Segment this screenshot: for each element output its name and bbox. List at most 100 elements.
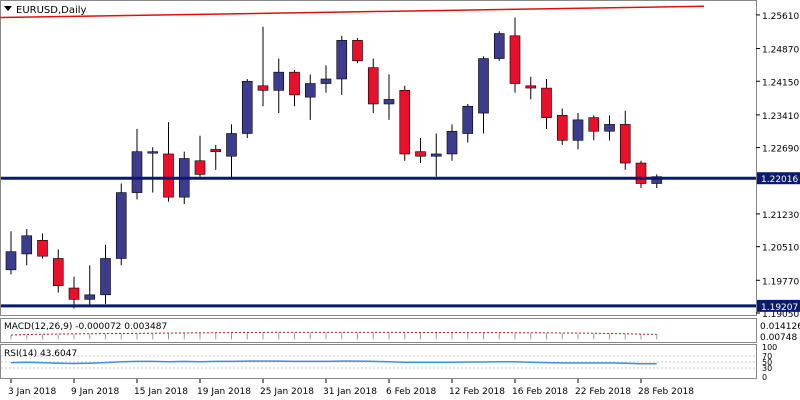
candle: [415, 138, 426, 164]
rsi-label: RSI(14) 43.6047: [4, 349, 77, 359]
candle-body: [352, 40, 363, 62]
candle-body: [383, 99, 395, 105]
candle-body: [619, 124, 631, 164]
date-tick-label: 12 Feb 2018: [449, 387, 505, 397]
candle: [37, 233, 48, 259]
candle: [257, 26, 269, 107]
candle-body: [446, 130, 458, 155]
candle-body: [100, 258, 111, 296]
symbol-header: EURUSD,Daily: [4, 5, 87, 16]
rsi-line: [10, 360, 657, 365]
candle: [100, 244, 111, 304]
candle: [572, 113, 584, 150]
level-badge: [757, 299, 800, 312]
candle: [5, 231, 17, 275]
candle-body: [147, 151, 159, 154]
candle-body: [194, 160, 206, 175]
macd-scale-top: 0.014126: [760, 322, 800, 332]
candle: [604, 115, 615, 141]
candle-body: [651, 176, 663, 184]
candle: [383, 74, 395, 120]
candle-body: [226, 133, 237, 157]
candle: [147, 147, 159, 193]
candle: [21, 228, 33, 266]
candle-body: [541, 87, 552, 118]
candle: [478, 56, 489, 134]
date-tick-label: 22 Feb 2018: [575, 387, 631, 397]
candle-body: [289, 71, 300, 96]
candle: [52, 249, 64, 293]
candle: [367, 58, 379, 114]
candle-body: [5, 251, 17, 271]
date-tick-label: 6 Feb 2018: [386, 387, 437, 397]
candle-body: [399, 90, 411, 155]
macd-scale-mid: 0.00748: [760, 333, 797, 343]
candle: [210, 144, 222, 170]
candle-body: [84, 294, 96, 300]
candle: [446, 124, 458, 161]
candle-body: [430, 153, 442, 157]
symbol-label: EURUSD,Daily: [16, 5, 87, 16]
level-badge-label: 1.19207: [761, 303, 798, 313]
price-tick-label: 1.20510: [762, 244, 799, 254]
date-tick-label: 9 Jan 2018: [71, 387, 119, 397]
candle: [430, 133, 442, 177]
rsi-scale-label: 70: [762, 352, 772, 361]
candle-body: [493, 33, 505, 59]
candle: [163, 122, 174, 202]
candle: [84, 265, 96, 307]
candle-body: [115, 192, 127, 259]
candle: [241, 78, 253, 139]
rsi-scale-label: 0: [762, 373, 767, 382]
candle: [226, 124, 237, 179]
candle: [194, 135, 206, 177]
date-tick-label: 25 Jan 2018: [260, 387, 314, 397]
candle: [493, 31, 505, 61]
rsi-panel-frame: [0, 344, 757, 379]
candle-body: [415, 151, 426, 157]
date-tick-label: 31 Jan 2018: [323, 387, 377, 397]
price-tick-label: 1.21230: [762, 211, 799, 221]
candle-body: [68, 287, 80, 300]
candle-body: [635, 162, 647, 184]
candle-body: [273, 71, 285, 91]
candle: [541, 78, 552, 129]
candle-body: [572, 119, 584, 141]
candle: [304, 74, 316, 120]
candle-body: [462, 105, 474, 134]
candle-body: [131, 151, 143, 193]
candle: [320, 65, 332, 93]
candle: [462, 103, 474, 143]
candle-body: [478, 58, 489, 114]
level-price-badges: 1.22016 1.19207: [757, 172, 800, 313]
macd-panel-frame: [0, 318, 757, 343]
candle-body: [52, 258, 64, 287]
price-tick-label: 1.22690: [762, 145, 799, 155]
price-tick-label: 1.23410: [762, 112, 799, 122]
macd-signal-line: [10, 331, 657, 336]
candle-body: [509, 35, 521, 84]
price-axis: 1.25610 1.24870 1.24150 1.23410 1.22690 1.212…: [756, 12, 799, 320]
dropdown-triangle-icon[interactable]: [4, 6, 12, 11]
candle-body: [367, 67, 379, 105]
resistance-trendline: [0, 5, 705, 19]
candle: [336, 35, 348, 95]
price-tick-label: 1.25610: [762, 12, 799, 22]
rsi-scale-label: 30: [762, 364, 772, 373]
main-panel-frame: [0, 0, 757, 316]
candle: [289, 69, 300, 107]
date-tick-label: 19 Jan 2018: [197, 387, 251, 397]
level-badge: [757, 172, 800, 185]
price-tick-label: 1.24870: [762, 46, 799, 56]
candle-body: [210, 149, 222, 152]
candle-body: [21, 235, 33, 255]
candle-body: [525, 85, 537, 89]
candle: [131, 128, 143, 200]
candle: [399, 85, 411, 161]
candle-body: [163, 153, 174, 198]
rsi-scale-label: 50: [762, 358, 772, 367]
candle-body: [257, 85, 269, 91]
rsi-indicator: [1, 355, 756, 369]
candle-body: [320, 78, 332, 84]
